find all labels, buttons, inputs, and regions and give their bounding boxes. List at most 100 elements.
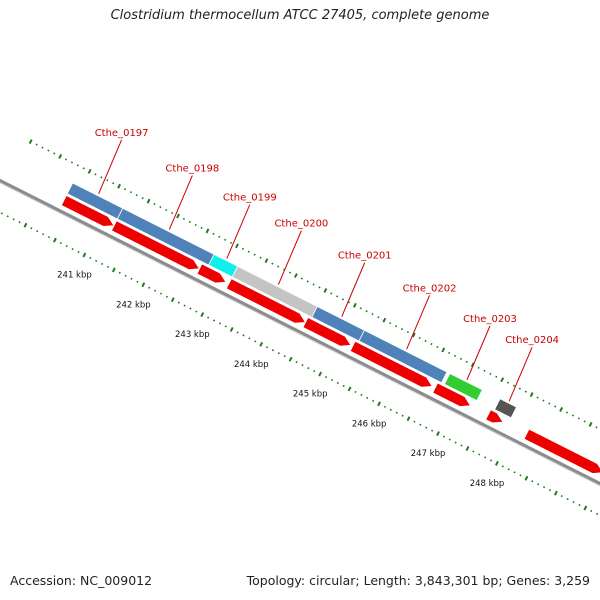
inner-tick <box>277 352 280 355</box>
inner-tick <box>572 500 575 504</box>
inner-tick <box>0 212 3 215</box>
cds-arrow[interactable] <box>196 263 227 284</box>
inner-tick <box>354 390 357 394</box>
cds-arrow[interactable] <box>432 382 472 407</box>
cds-arrow[interactable] <box>523 428 600 474</box>
inner-tick <box>531 480 534 483</box>
gene-callouts: Cthe_0197 Cthe_0198 Cthe_0199 Cthe_0200 Cthe… <box>95 128 559 402</box>
outer-tick <box>518 387 521 390</box>
outer-tick-ring <box>28 139 598 429</box>
gene-label: Cthe_0200 <box>274 219 328 230</box>
outer-tick <box>117 183 122 189</box>
inner-tick <box>454 441 457 444</box>
inner-tick <box>501 465 504 468</box>
cds-arrow[interactable] <box>225 278 307 324</box>
inner-tick <box>154 289 157 292</box>
inner-tick <box>218 322 222 325</box>
outer-tick <box>536 396 539 399</box>
outer-tick <box>283 268 286 271</box>
callout-line <box>226 204 251 259</box>
inner-tick <box>543 486 546 489</box>
inner-tick <box>460 444 463 447</box>
inner-tick <box>136 280 139 283</box>
inner-tick <box>266 346 269 349</box>
inner-tick <box>65 244 68 248</box>
inner-tick <box>489 459 493 462</box>
outer-tick <box>106 179 109 182</box>
gene-block[interactable] <box>358 329 448 384</box>
inner-tick <box>12 218 15 221</box>
outer-tick <box>565 411 569 414</box>
outer-tick <box>123 188 127 191</box>
outer-tick <box>336 295 339 298</box>
inner-tick <box>425 426 428 429</box>
inner-tick <box>548 489 552 492</box>
inner-tick <box>301 364 304 367</box>
outer-tick <box>224 238 227 241</box>
outer-tick <box>241 247 244 250</box>
outer-tick <box>377 316 380 319</box>
inner-tick <box>436 431 440 437</box>
outer-tick <box>182 217 186 221</box>
cds-arrow[interactable] <box>110 220 201 271</box>
inner-tick <box>377 401 381 407</box>
kbp-label: 242 kbp <box>116 300 151 310</box>
kbp-label: 245 kbp <box>293 390 328 400</box>
inner-tick <box>200 312 205 317</box>
outer-tick <box>330 292 333 295</box>
cds-arrow[interactable] <box>485 409 504 424</box>
outer-tick <box>171 211 174 215</box>
inner-tick <box>513 471 516 474</box>
inner-tick <box>401 414 404 417</box>
outer-tick <box>87 168 92 174</box>
cds-arrow[interactable] <box>60 194 115 227</box>
inner-tick <box>560 495 563 498</box>
outer-tick <box>47 149 50 152</box>
inner-tick <box>77 250 80 254</box>
outer-tick <box>212 232 215 235</box>
inner-tick <box>448 438 451 441</box>
inner-tick <box>52 237 57 243</box>
inner-tick <box>236 331 239 334</box>
cds-arrow[interactable] <box>302 316 352 347</box>
gene-block[interactable] <box>443 372 483 402</box>
outer-tick <box>318 286 321 289</box>
inner-tick <box>242 334 245 337</box>
outer-tick <box>529 392 534 398</box>
cds-track <box>60 194 600 474</box>
outer-tick <box>35 143 38 146</box>
outer-tick <box>141 197 144 200</box>
inner-tick <box>82 252 87 258</box>
outer-tick <box>418 336 421 340</box>
inner-tick <box>583 505 588 511</box>
outer-tick <box>554 405 557 408</box>
inner-tick <box>177 301 180 304</box>
outer-tick <box>577 417 580 420</box>
inner-tick <box>366 396 369 399</box>
outer-tick <box>253 253 256 256</box>
outer-tick <box>400 328 404 331</box>
outer-tick <box>459 357 463 360</box>
outer-tick <box>306 280 309 283</box>
inner-tick <box>442 435 445 438</box>
inner-tick <box>224 325 227 328</box>
outer-tick <box>76 164 79 167</box>
kbp-label: 247 kbp <box>411 449 446 459</box>
inner-tick <box>413 420 416 423</box>
inner-tick <box>578 503 581 507</box>
outer-tick <box>583 420 586 423</box>
outer-tick <box>277 265 280 268</box>
callout-line <box>508 346 533 402</box>
inner-tick <box>472 450 475 453</box>
cds-arrow[interactable] <box>349 340 433 388</box>
outer-tick <box>448 351 451 355</box>
kbp-label: 244 kbp <box>234 360 269 370</box>
outer-tick <box>483 369 486 372</box>
outer-tick <box>477 366 480 369</box>
gene-label: Cthe_0204 <box>505 335 559 346</box>
inner-tick <box>419 423 422 426</box>
outer-tick <box>465 360 468 363</box>
outer-tick <box>352 302 357 308</box>
gene-block[interactable] <box>494 398 518 419</box>
